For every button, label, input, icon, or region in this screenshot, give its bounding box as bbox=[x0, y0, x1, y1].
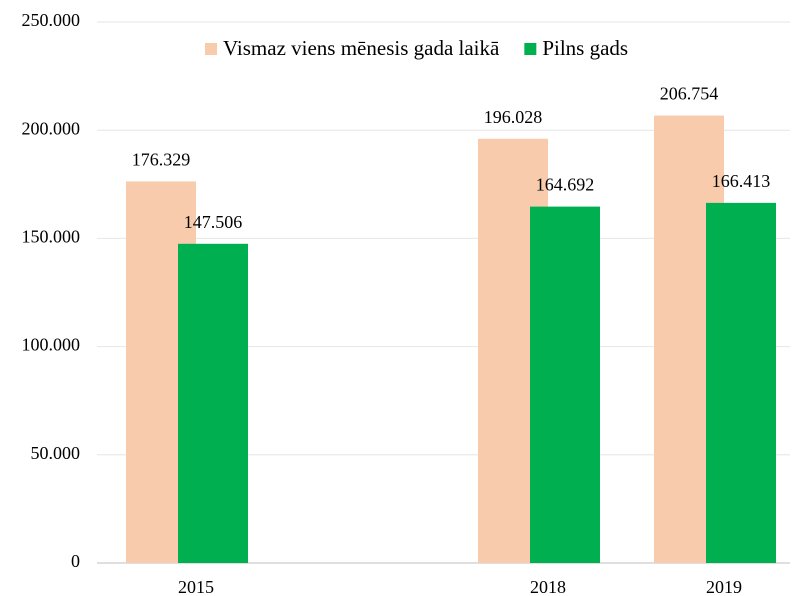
data-label: 196.028 bbox=[484, 107, 543, 127]
bar bbox=[706, 202, 776, 563]
data-label: 164.692 bbox=[536, 175, 595, 195]
data-label: 147.506 bbox=[184, 212, 243, 232]
data-label: 206.754 bbox=[660, 84, 719, 104]
legend-swatch bbox=[205, 43, 217, 55]
y-tick-label: 150.000 bbox=[22, 227, 81, 247]
y-tick-label: 100.000 bbox=[22, 335, 81, 355]
x-tick-label: 2015 bbox=[178, 577, 214, 596]
y-tick-label: 50.000 bbox=[31, 443, 81, 463]
y-tick-label: 200.000 bbox=[22, 118, 81, 138]
legend-label: Pilns gads bbox=[542, 36, 628, 60]
bar bbox=[178, 243, 248, 564]
x-tick-label: 2018 bbox=[530, 577, 566, 596]
y-tick-label: 0 bbox=[71, 551, 80, 571]
x-tick-label: 2019 bbox=[706, 577, 742, 596]
data-label: 176.329 bbox=[132, 150, 191, 170]
legend-label: Vismaz viens mēnesis gada laikā bbox=[223, 36, 500, 60]
y-tick-label: 250.000 bbox=[22, 10, 81, 30]
bar bbox=[530, 206, 600, 563]
data-label: 166.413 bbox=[712, 171, 771, 191]
legend-swatch bbox=[524, 43, 537, 55]
